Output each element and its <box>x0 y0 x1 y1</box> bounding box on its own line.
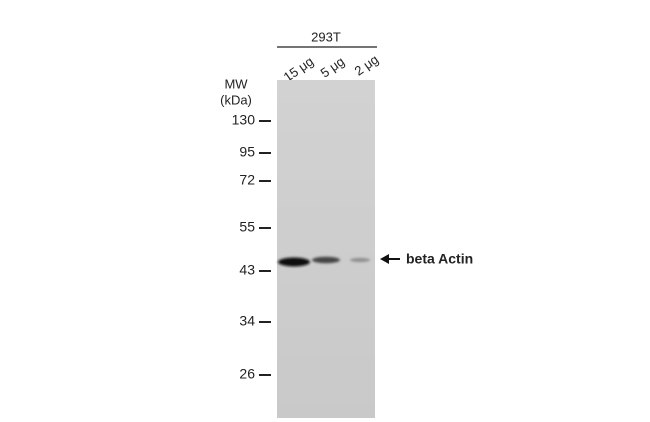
lane-label: 2 μg <box>352 52 382 79</box>
marker-label: 43 <box>239 262 255 278</box>
marker-label: 34 <box>239 313 255 329</box>
marker-label: 55 <box>239 219 255 235</box>
band <box>312 256 340 264</box>
mw-title: MW <box>224 76 248 91</box>
marker-label: 95 <box>239 144 255 160</box>
marker-ladder: 130 95 72 55 43 34 26 <box>232 112 271 382</box>
band-arrow <box>380 254 400 264</box>
lane-label: 5 μg <box>318 54 348 81</box>
mw-unit: (kDa) <box>220 92 252 107</box>
marker-label: 72 <box>239 172 255 188</box>
blot-membrane <box>277 80 375 418</box>
sample-label: 293T <box>311 29 341 44</box>
band <box>350 258 370 262</box>
band <box>278 257 310 267</box>
band-label: beta Actin <box>406 251 473 267</box>
marker-label: 26 <box>239 366 255 382</box>
marker-label: 130 <box>232 112 256 128</box>
